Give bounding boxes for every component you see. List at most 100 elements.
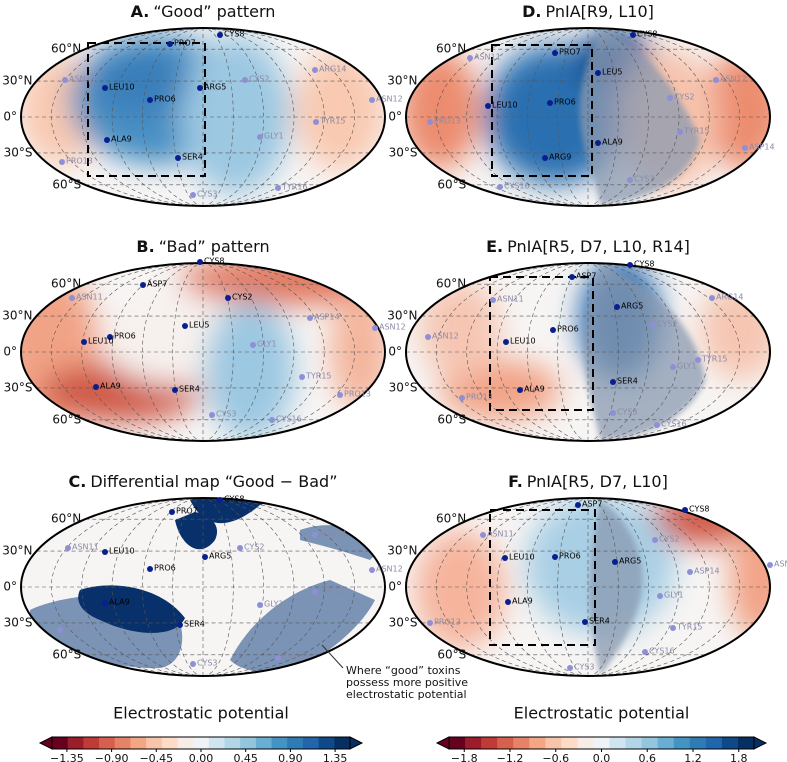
residue-dot xyxy=(197,259,203,265)
residue-dot xyxy=(467,55,473,61)
residue-label: ASN12 xyxy=(432,332,459,341)
panel-title-text: PnIA[R5, D7, L10] xyxy=(527,472,668,491)
residue-label: ASP7 xyxy=(147,280,167,289)
latitude-label: 30°N xyxy=(2,544,32,558)
annotation-arrow xyxy=(321,644,344,669)
residue-label: SER4 xyxy=(589,617,610,626)
residue-label: CYS16 xyxy=(661,420,687,429)
panel-title-text: “Good” pattern xyxy=(153,2,275,21)
residue-dot xyxy=(299,374,305,380)
colorbar-tick-label: 1.2 xyxy=(684,752,702,762)
residue-label: ALA9 xyxy=(111,135,132,144)
panel: 60°N 30°N 0° 30°S 60°S CYS8 ASP7 ASN11 ARG5 ARG14… xyxy=(387,237,771,442)
residue-dot xyxy=(275,655,281,661)
panel-title: B. “Bad” pattern xyxy=(136,237,269,256)
residue-dot xyxy=(547,100,553,106)
residue-dot xyxy=(459,395,465,401)
residue-label: ARG14 xyxy=(319,65,346,74)
latitude-label: 60°S xyxy=(437,647,466,661)
residue-dot xyxy=(713,77,719,83)
residue-label: PRO13 xyxy=(66,157,93,166)
residue-dot xyxy=(147,566,153,572)
colorbar-tick-label: 0.0 xyxy=(593,752,611,762)
residue-label: LEU5 xyxy=(602,68,622,77)
latitude-label: 60°N xyxy=(436,277,466,291)
residue-label: CYS8 xyxy=(634,260,655,269)
residue-label: ASN11 xyxy=(72,543,99,552)
colorbar-arrow xyxy=(435,736,450,750)
annotation-text: electrostatic potential xyxy=(346,688,467,701)
residue-dot xyxy=(550,327,556,333)
residue-dot xyxy=(197,85,203,91)
latitude-label: 0° xyxy=(388,345,402,359)
residue-label: PRO13 xyxy=(434,618,461,627)
residue-dot xyxy=(427,119,433,125)
residue-label: GLY1 xyxy=(664,591,684,600)
residue-label: LEU10 xyxy=(510,337,536,346)
meridian xyxy=(202,28,356,206)
residue-label: CYS3 xyxy=(634,175,655,184)
residue-dot xyxy=(372,325,378,331)
residue-dot xyxy=(582,619,588,625)
potential-region xyxy=(295,50,385,170)
potential-field xyxy=(21,35,385,195)
residue-label: PRO7 xyxy=(174,39,196,48)
panel-letter: C. xyxy=(68,472,86,491)
residue-dot xyxy=(667,95,673,101)
residue-dot xyxy=(217,497,223,503)
colorbar-band xyxy=(334,737,351,749)
latitude-label: 0° xyxy=(3,345,17,359)
panel: 60°N 30°N 0° 30°S 60°S CYS8 ASP7 CYS2 ASN11 ASP14… xyxy=(2,237,406,442)
residue-dot xyxy=(709,295,715,301)
residue-dot xyxy=(57,627,63,633)
latitude-label: 30°S xyxy=(4,380,33,394)
residue-label: CYS8 xyxy=(224,30,245,39)
map-fill xyxy=(21,28,385,206)
residue-dot xyxy=(257,602,263,608)
residue-label: LEU5 xyxy=(189,321,209,330)
panel: 60°N 30°N 0° 30°S 60°S CYS8 PRO7 LEU5 ASN11 ASN12… xyxy=(387,2,775,207)
residue-dot xyxy=(575,502,581,508)
colorbar-band xyxy=(318,737,335,749)
residue-label: ASN11 xyxy=(487,530,514,539)
latitude-label: 30°N xyxy=(387,544,417,558)
residue-label: LEU10 xyxy=(88,337,114,346)
potential-region xyxy=(730,520,770,640)
residue-dot xyxy=(654,422,660,428)
colorbar-band xyxy=(625,737,643,749)
residue-label: GLY1 xyxy=(677,362,697,371)
residue-dot xyxy=(177,622,183,628)
residue-dot xyxy=(497,184,503,190)
residue-label: CYS8 xyxy=(637,30,658,39)
residue-label: ARG14 xyxy=(716,293,743,302)
residue-label: SER4 xyxy=(184,620,205,629)
residue-label: CYS3 xyxy=(197,659,218,668)
residue-label: CYS2 xyxy=(244,543,265,552)
latitude-label: 0° xyxy=(388,110,402,124)
residue-label: ASN12 xyxy=(376,565,403,574)
panel-letter: D. xyxy=(522,2,541,21)
map-fill xyxy=(406,28,770,206)
colorbar-tick-label: −1.35 xyxy=(50,752,84,762)
colorbar-band xyxy=(673,737,691,749)
residue-label: CYS16 xyxy=(504,182,530,191)
residue-label: PRO6 xyxy=(554,98,576,107)
residue-dot xyxy=(242,77,248,83)
colorbar-band xyxy=(146,737,163,749)
residue-dot xyxy=(250,342,256,348)
colorbar-band xyxy=(67,737,84,749)
residue-dot xyxy=(610,410,616,416)
residue-label: PRO7 xyxy=(176,507,198,516)
colorbar-tick-label: −0.6 xyxy=(542,752,569,762)
latitude-label: 60°N xyxy=(51,42,81,56)
panel-title-text: “Bad” pattern xyxy=(159,237,270,256)
latitude-label: 30°N xyxy=(387,309,417,323)
panel-title: F. PnIA[R5, D7, L10] xyxy=(508,472,668,491)
residue-label: TYR15 xyxy=(305,372,332,381)
residue-dot xyxy=(369,567,375,573)
panel-letter: A. xyxy=(131,2,150,21)
residue-label: TYR15 xyxy=(701,355,728,364)
residue-label: PRO13 xyxy=(64,625,91,634)
residue-label: CYS3 xyxy=(617,408,638,417)
colorbar-band xyxy=(193,737,210,749)
